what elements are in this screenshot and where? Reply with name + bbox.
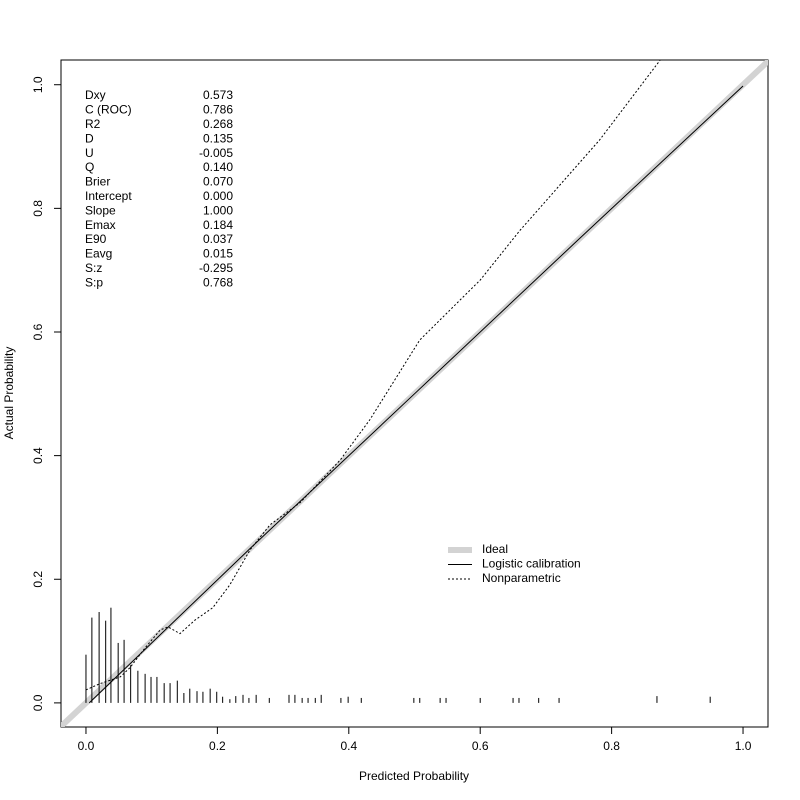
y-tick-label: 1.0 — [31, 76, 45, 93]
stat-label: S:z — [85, 261, 102, 275]
stat-value: 0.184 — [203, 218, 233, 232]
plot-frame — [60, 59, 769, 728]
stat-value: 0.070 — [203, 175, 233, 189]
y-axis-title: Actual Probability — [2, 347, 16, 440]
stat-label: Q — [85, 160, 94, 174]
stat-value: -0.295 — [199, 261, 233, 275]
series-line — [88, 85, 744, 704]
y-tick-label: 0.8 — [31, 200, 45, 217]
y-tick-label: 0.6 — [31, 323, 45, 340]
stat-label: Brier — [85, 175, 110, 189]
series-line — [85, 60, 661, 691]
stat-label: Intercept — [85, 189, 132, 203]
stat-value: 0.573 — [203, 88, 233, 102]
stat-label: C (ROC) — [85, 103, 132, 117]
y-tick-label: 0.4 — [31, 447, 45, 464]
x-tick-label: 0.6 — [472, 739, 489, 753]
legend-label: Nonparametric — [482, 571, 561, 585]
stat-value: 0.768 — [203, 275, 233, 289]
stat-label: Eavg — [85, 247, 112, 261]
stat-label: Emax — [85, 218, 116, 232]
stat-value: 0.000 — [203, 189, 233, 203]
stat-label: U — [85, 146, 94, 160]
stat-value: 0.037 — [203, 232, 233, 246]
stat-value: 0.268 — [203, 117, 233, 131]
stat-value: 0.135 — [203, 131, 233, 145]
stat-label: Slope — [85, 203, 116, 217]
stat-value: 0.140 — [203, 160, 233, 174]
x-tick-label: 0.2 — [209, 739, 226, 753]
x-axis-title: Predicted Probability — [359, 769, 469, 783]
y-tick-label: 0.0 — [31, 694, 45, 711]
x-tick-label: 0.4 — [340, 739, 357, 753]
stat-label: S:p — [85, 275, 103, 289]
stat-label: Dxy — [85, 88, 106, 102]
legend-label: Ideal — [482, 542, 508, 556]
stat-label: R2 — [85, 117, 101, 131]
stat-label: E90 — [85, 232, 107, 246]
stat-value: 0.015 — [203, 247, 233, 261]
x-tick-label: 0.8 — [603, 739, 620, 753]
x-tick-label: 0.0 — [78, 739, 95, 753]
x-tick-label: 1.0 — [735, 739, 752, 753]
y-tick-label: 0.2 — [31, 571, 45, 588]
stat-value: 1.000 — [203, 203, 233, 217]
legend-label: Logistic calibration — [482, 557, 581, 571]
plot-area — [61, 60, 768, 727]
stat-value: 0.786 — [203, 103, 233, 117]
stat-value: -0.005 — [199, 146, 233, 160]
stat-label: D — [85, 131, 94, 145]
